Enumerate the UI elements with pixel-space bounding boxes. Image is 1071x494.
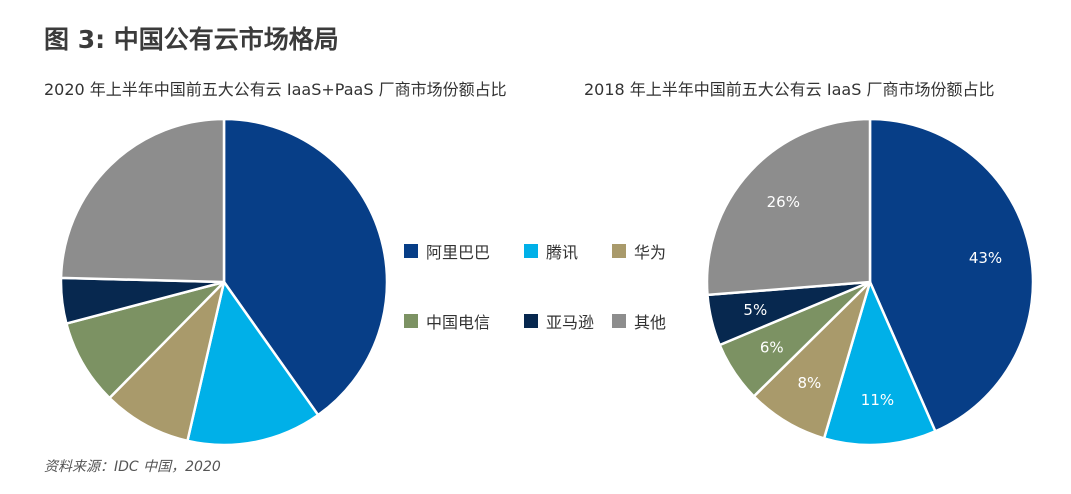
pie-slice-tencent (822, 280, 937, 447)
data-label-others: 26% (767, 193, 800, 211)
pie-slice-alibaba (222, 117, 389, 417)
chart-title-2018: 2018 年上半年中国前五大公有云 IaaS 厂商市场份额占比 (584, 80, 995, 99)
legend-swatch (404, 314, 418, 328)
pie-chart-2018: 43% 11% 8% 6% 5% 26% (705, 117, 1035, 447)
legend-label: 腾讯 (546, 243, 579, 262)
legend-item-alibaba: 阿里巴巴 (404, 240, 490, 262)
pie-slice-alibaba (868, 117, 1035, 433)
pie-slice-others (59, 117, 226, 284)
pie-chart-2020 (59, 117, 389, 447)
legend-label: 中国电信 (426, 313, 491, 332)
figure-title: 图 3: 中国公有云市场格局 (44, 25, 339, 54)
data-label-alibaba: 43% (969, 249, 1002, 267)
legend-swatch (612, 244, 626, 258)
chart-legend: 阿里巴巴 腾讯 华为 中国电信 亚马逊 其他 (404, 232, 704, 342)
legend-swatch (404, 244, 418, 258)
chart-title-2020: 2020 年上半年中国前五大公有云 IaaS+PaaS 厂商市场份额占比 (44, 80, 507, 99)
legend-item-china-telecom: 中国电信 (404, 310, 490, 332)
source-note: 资料来源：IDC 中国，2020 (44, 459, 221, 475)
data-label-tencent: 11% (861, 391, 894, 409)
legend-swatch (524, 244, 538, 258)
data-label-amazon: 5% (743, 301, 767, 319)
pie-slice-china-telecom (65, 280, 226, 400)
legend-swatch (612, 314, 626, 328)
legend-item-tencent: 腾讯 (524, 240, 578, 262)
pie-slice-tencent (186, 280, 320, 447)
legend-label: 亚马逊 (546, 313, 595, 332)
legend-item-others: 其他 (612, 310, 666, 332)
legend-item-huawei: 华为 (612, 240, 666, 262)
legend-label: 其他 (634, 313, 667, 332)
legend-label: 阿里巴巴 (426, 243, 491, 262)
data-label-china-telecom: 6% (760, 338, 784, 356)
pie-slice-others (705, 117, 872, 297)
legend-swatch (524, 314, 538, 328)
pie-slice-huawei (108, 280, 226, 443)
legend-label: 华为 (634, 243, 667, 262)
data-label-huawei: 8% (797, 374, 821, 392)
legend-item-amazon: 亚马逊 (524, 310, 594, 332)
